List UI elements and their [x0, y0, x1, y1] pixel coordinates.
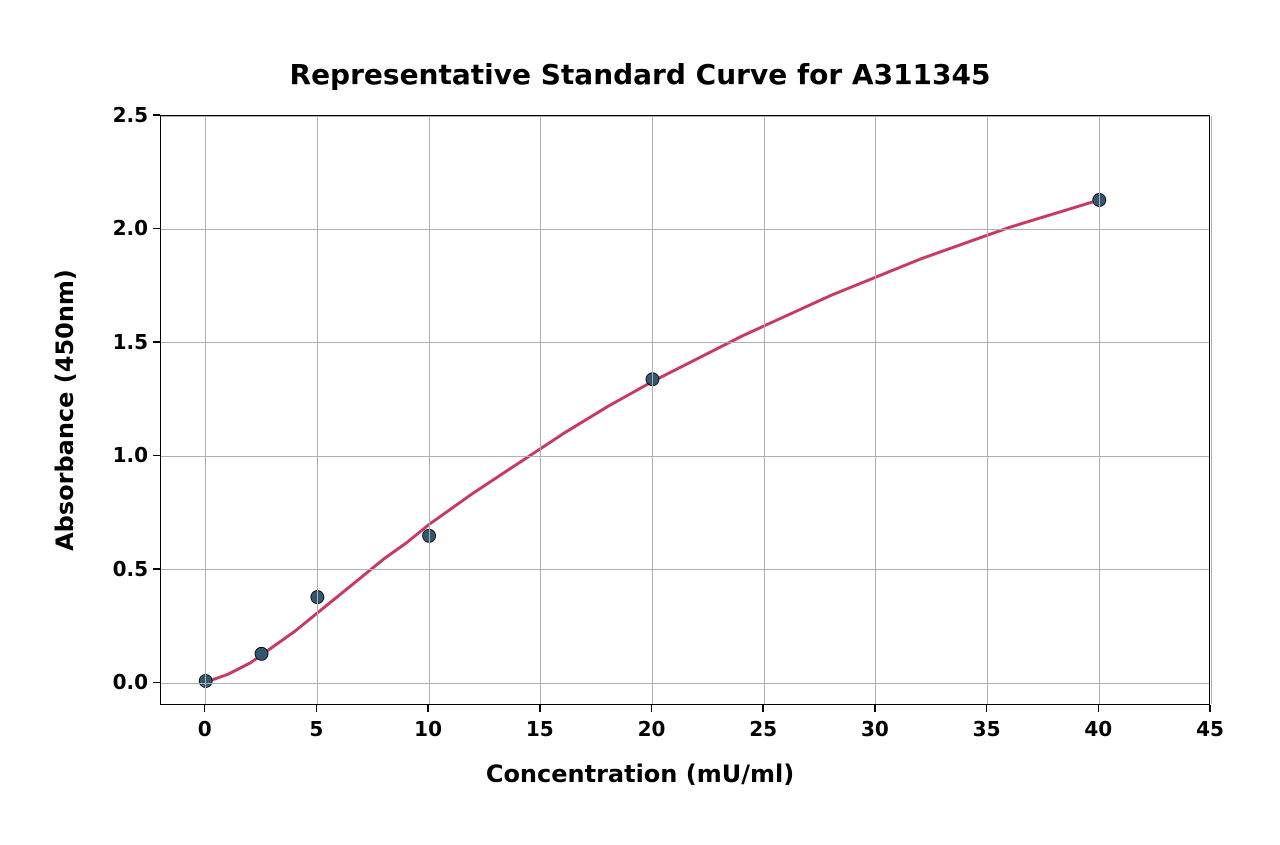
x-tick	[427, 705, 429, 712]
gridline-vertical	[764, 116, 765, 704]
y-tick-label: 2.5	[112, 103, 148, 127]
y-tick-label: 1.0	[112, 443, 148, 467]
x-tick-label: 30	[861, 717, 889, 741]
y-tick-label: 0.5	[112, 557, 148, 581]
gridline-horizontal	[161, 569, 1209, 570]
gridline-vertical	[987, 116, 988, 704]
x-tick	[539, 705, 541, 712]
x-tick-label: 10	[414, 717, 442, 741]
gridline-horizontal	[161, 456, 1209, 457]
x-tick-label: 15	[526, 717, 554, 741]
y-tick	[153, 228, 160, 230]
x-tick-label: 35	[973, 717, 1001, 741]
y-tick-label: 2.0	[112, 216, 148, 240]
gridline-horizontal	[161, 683, 1209, 684]
x-tick	[651, 705, 653, 712]
fitted-curve	[161, 116, 1211, 706]
x-tick	[762, 705, 764, 712]
gridline-vertical	[1099, 116, 1100, 704]
gridline-vertical	[429, 116, 430, 704]
x-tick-label: 5	[309, 717, 323, 741]
x-tick	[1098, 705, 1100, 712]
y-tick	[153, 568, 160, 570]
data-point	[255, 647, 268, 660]
y-tick-label: 1.5	[112, 330, 148, 354]
y-tick	[153, 114, 160, 116]
y-tick	[153, 455, 160, 457]
x-tick	[874, 705, 876, 712]
figure: Representative Standard Curve for A31134…	[0, 0, 1280, 845]
chart-title: Representative Standard Curve for A31134…	[290, 58, 991, 91]
gridline-vertical	[875, 116, 876, 704]
x-tick-label: 40	[1084, 717, 1112, 741]
plot-area	[160, 115, 1210, 705]
x-tick-label: 20	[638, 717, 666, 741]
x-tick-label: 25	[749, 717, 777, 741]
x-tick	[986, 705, 988, 712]
gridline-vertical	[317, 116, 318, 704]
y-tick-label: 0.0	[112, 670, 148, 694]
gridline-vertical	[205, 116, 206, 704]
y-axis-label: Absorbance (450nm)	[51, 269, 79, 551]
gridline-horizontal	[161, 229, 1209, 230]
x-tick-label: 0	[198, 717, 212, 741]
x-tick	[1209, 705, 1211, 712]
gridline-horizontal	[161, 116, 1209, 117]
gridline-vertical	[652, 116, 653, 704]
gridline-horizontal	[161, 342, 1209, 343]
y-tick	[153, 682, 160, 684]
x-axis-label: Concentration (mU/ml)	[486, 760, 794, 788]
x-tick	[204, 705, 206, 712]
gridline-vertical	[1211, 116, 1212, 704]
gridline-vertical	[540, 116, 541, 704]
x-tick-label: 45	[1196, 717, 1224, 741]
y-tick	[153, 341, 160, 343]
x-tick	[316, 705, 318, 712]
